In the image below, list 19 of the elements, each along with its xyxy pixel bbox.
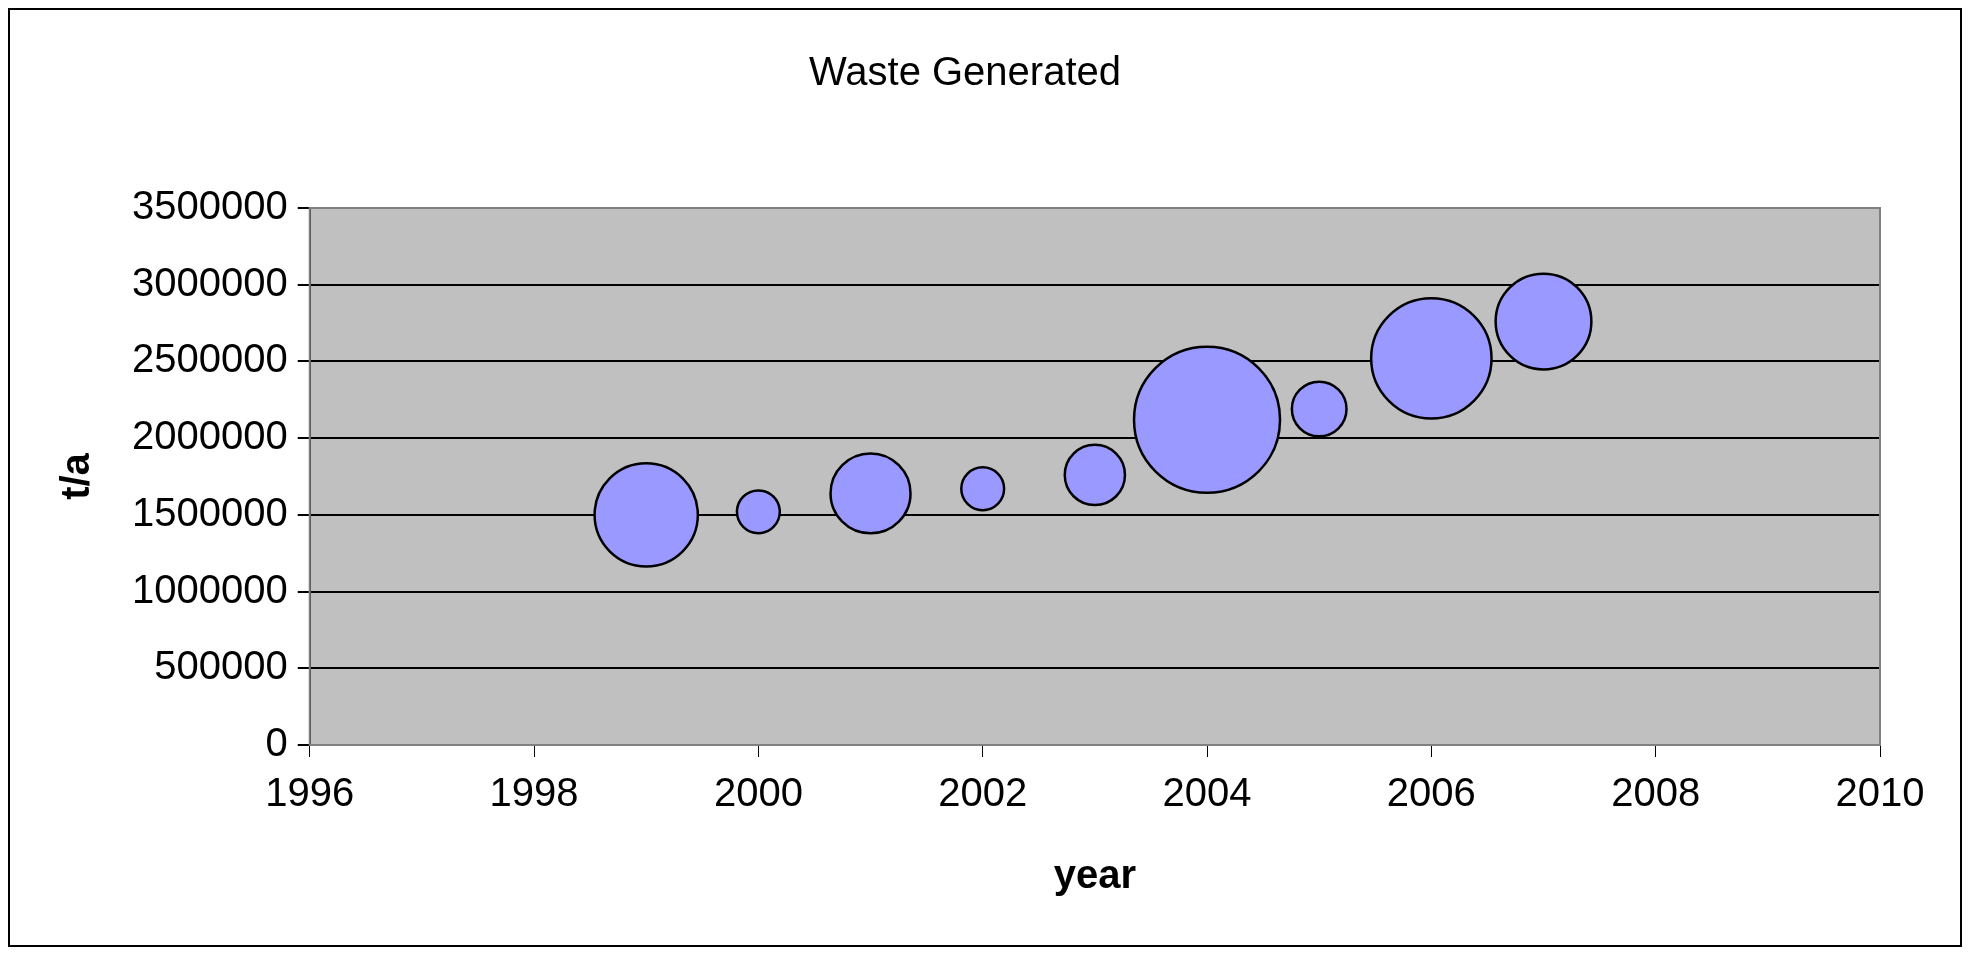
y-tick-label: 3500000 <box>131 183 288 228</box>
y-tick-label: 1000000 <box>131 566 288 611</box>
y-tick-label: 1500000 <box>131 489 288 534</box>
x-axis-title: year <box>1053 852 1137 897</box>
x-tick-label: 2008 <box>1611 770 1701 815</box>
x-tick-label: 2000 <box>713 770 803 815</box>
x-tick-label: 1998 <box>489 770 579 815</box>
y-tick-label: 3000000 <box>131 259 288 304</box>
y-tick-label: 0 <box>265 720 288 765</box>
x-tick-label: 2002 <box>938 770 1028 815</box>
y-tick-label: 2500000 <box>131 336 288 381</box>
y-axis-title: t/a <box>53 452 98 500</box>
chart-title: Waste Generated <box>808 49 1122 94</box>
y-tick-label: 2000000 <box>131 413 288 458</box>
x-tick-label: 2004 <box>1162 770 1252 815</box>
x-tick-label: 2010 <box>1835 770 1925 815</box>
x-tick-label: 2006 <box>1386 770 1476 815</box>
x-tick-label: 1996 <box>265 770 355 815</box>
y-tick-label: 500000 <box>154 643 288 688</box>
